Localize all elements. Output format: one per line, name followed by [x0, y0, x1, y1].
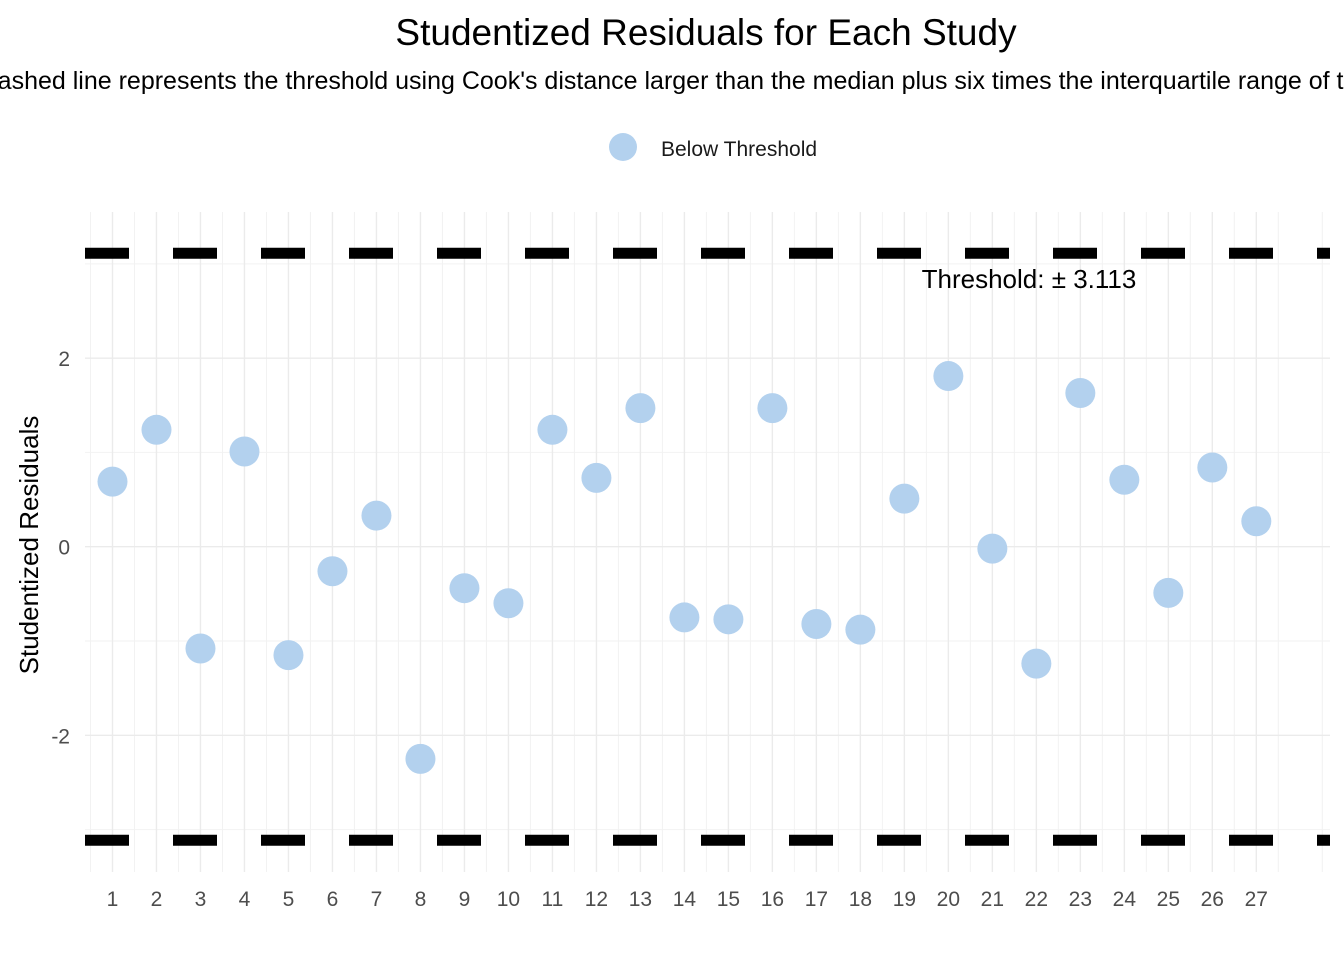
data-point: [229, 436, 260, 467]
x-tick-label: 6: [327, 888, 339, 911]
x-tick-label: 8: [415, 888, 427, 911]
grid-minor: [85, 212, 1330, 872]
x-tick-label: 2: [151, 888, 163, 911]
x-tick-label: 26: [1201, 888, 1224, 911]
data-point: [493, 588, 524, 619]
x-tick-label: 16: [761, 888, 784, 911]
data-point: [185, 633, 216, 664]
x-tick-label: 20: [937, 888, 960, 911]
y-tick-label: 2: [58, 348, 70, 371]
x-tick-label: 15: [717, 888, 740, 911]
x-tick-label: 14: [673, 888, 697, 911]
data-point: [713, 604, 744, 635]
chart-subtitle: The dashed line represents the threshold…: [0, 67, 1344, 95]
x-tick-label: 4: [239, 888, 251, 911]
legend-key-below-threshold: [609, 133, 637, 161]
data-point: [845, 614, 876, 645]
x-tick-label: 18: [849, 888, 872, 911]
data-point: [537, 414, 568, 445]
data-point: [1197, 452, 1228, 483]
x-tick-label: 9: [459, 888, 471, 911]
data-point: [1241, 506, 1272, 537]
chart-title: Studentized Residuals for Each Study: [395, 12, 1017, 53]
y-tick-label: -2: [51, 725, 70, 748]
data-point: [977, 533, 1008, 564]
y-axis-ticks: -2 0 2: [51, 348, 70, 748]
data-point: [449, 573, 480, 604]
x-tick-label: 27: [1245, 888, 1268, 911]
x-tick-label: 10: [497, 888, 520, 911]
x-tick-label: 11: [542, 888, 564, 911]
x-tick-label: 13: [629, 888, 652, 911]
data-point: [757, 393, 788, 424]
data-point: [1021, 648, 1052, 679]
data-point: [581, 462, 612, 493]
data-point: [1065, 378, 1096, 409]
x-tick-label: 12: [585, 888, 608, 911]
threshold-label: Threshold: ± 3.113: [922, 264, 1137, 294]
data-point: [801, 609, 832, 640]
data-point: [141, 414, 172, 445]
data-point: [889, 483, 920, 514]
y-axis-title: Studentized Residuals: [14, 416, 44, 675]
x-axis-ticks: 1 2 3 4 5 6 7 8 9 10 11 12 13 14 15 16 17 18 19 20 21 22 23 24 2…: [107, 888, 1268, 911]
data-point: [933, 361, 964, 392]
x-tick-label: 21: [981, 888, 1004, 911]
x-tick-label: 22: [1025, 888, 1048, 911]
x-tick-label: 1: [107, 888, 119, 911]
legend-label-below-threshold: Below Threshold: [661, 138, 817, 161]
data-point: [669, 602, 700, 633]
x-tick-label: 24: [1113, 888, 1137, 911]
threshold-lines: [85, 247, 1330, 846]
data-point: [317, 556, 348, 587]
grid-major: [85, 212, 1330, 872]
data-points: [97, 361, 1272, 774]
x-tick-label: 25: [1157, 888, 1180, 911]
data-point: [97, 466, 128, 497]
data-point: [1109, 464, 1140, 495]
x-tick-label: 5: [283, 888, 295, 911]
x-tick-label: 3: [195, 888, 207, 911]
data-point: [273, 640, 304, 671]
x-tick-label: 17: [805, 888, 828, 911]
x-tick-label: 19: [893, 888, 916, 911]
x-tick-label: 7: [371, 888, 383, 911]
y-tick-label: 0: [58, 537, 70, 560]
data-point: [405, 743, 436, 774]
data-point: [625, 393, 656, 424]
data-point: [1153, 577, 1184, 608]
x-tick-label: 23: [1069, 888, 1092, 911]
data-point: [361, 500, 392, 531]
legend: Below Threshold: [609, 133, 817, 161]
